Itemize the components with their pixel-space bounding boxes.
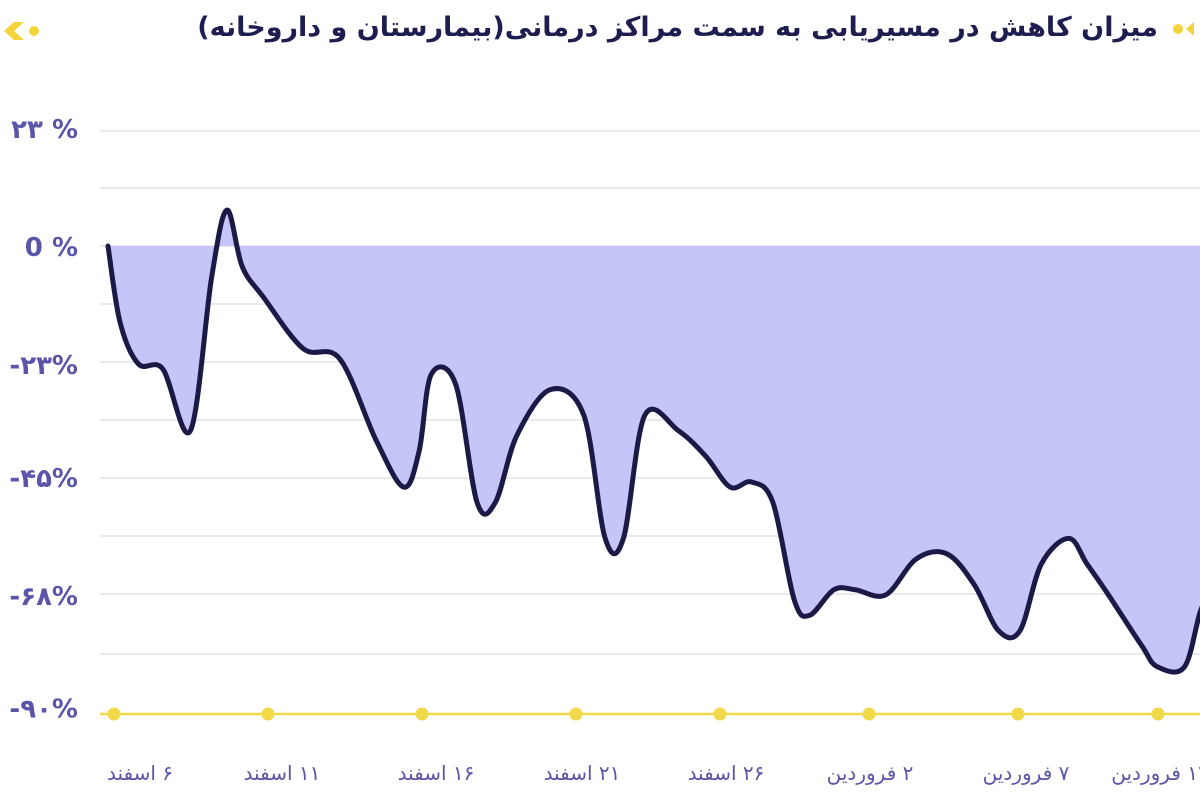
y-tick-label-3: -۴۵% [9,464,78,494]
x-tick-label-5: ۲ فروردین [827,761,914,785]
x-tick-label-0: ۶ اسفند [107,761,173,785]
x-tick-label-7: ۱۲ فروردین [1111,761,1200,785]
chart-header: میزان کاهش در مسیریابی به سمت مراکز درما… [0,8,1200,48]
y-tick-label-2: -۲۳% [9,351,78,381]
yellow-arrow-icon [4,22,39,40]
x-tick-marker-5 [862,707,876,721]
x-axis-ticks: ۶ اسفند ۱۱ اسفند ۱۶ اسفند ۲۱ اسفند ۲۶ اسفند ۲… [107,761,1200,785]
x-tick-marker-3 [569,707,583,721]
x-tick-label-1: ۱۱ اسفند [244,761,321,785]
x-tick-label-4: ۲۶ اسفند [688,761,765,785]
x-tick-marker-0 [107,707,121,721]
x-tick-label-6: ۷ فروردین [983,761,1070,785]
chart-title: میزان کاهش در مسیریابی به سمت مراکز درما… [197,12,1158,43]
x-tick-marker-4 [713,707,727,721]
series-line [105,207,1200,675]
y-tick-label-5: -۹۰% [9,695,78,725]
y-tick-label-0: ۲۳ % [11,115,78,145]
yellow-bullet-icon [1173,22,1194,36]
x-tick-label-2: ۱۶ اسفند [398,761,475,785]
x-tick-marker-2 [415,707,429,721]
x-tick-label-3: ۲۱ اسفند [544,761,621,785]
y-tick-label-4: -۶۸% [9,582,78,612]
series-area [108,210,1200,673]
x-tick-marker-7 [1151,707,1165,721]
area-layer [105,207,1200,675]
y-tick-label-1: 0 % [25,233,78,263]
x-tick-marker-1 [261,707,275,721]
y-axis-ticks: ۲۳ % 0 % -۲۳% -۴۵% -۶۸% -۹۰% [9,115,78,725]
x-tick-marker-6 [1011,707,1025,721]
x-axis-baseline [100,707,1200,721]
